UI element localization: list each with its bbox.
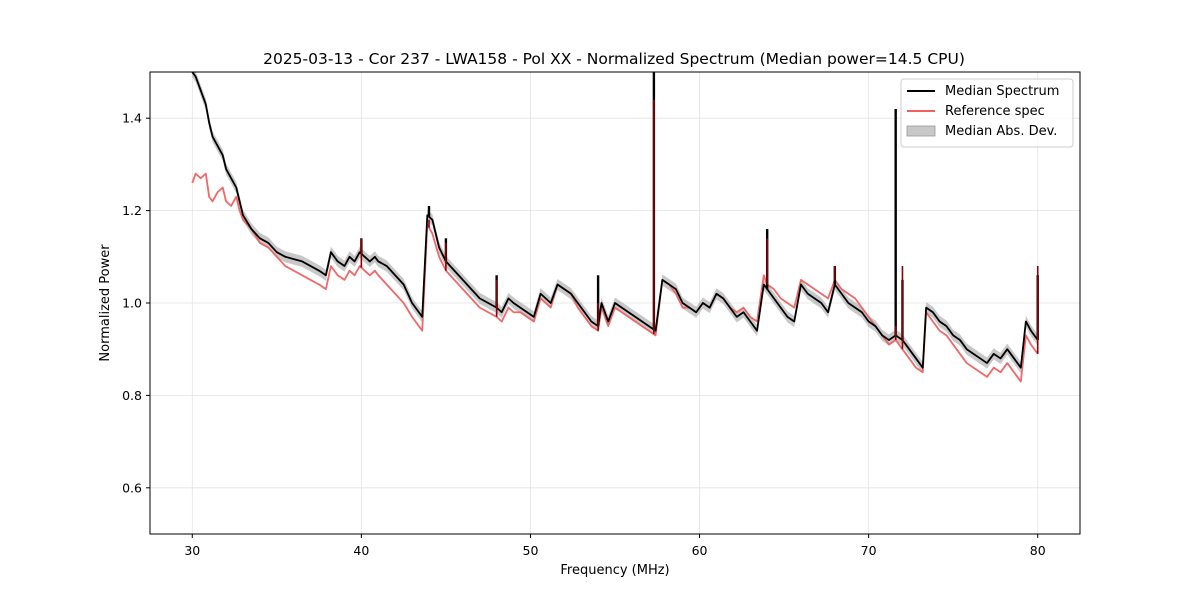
y-axis-ticks: 0.6 0.8 1.0 1.2 1.4 [122, 111, 150, 495]
legend-mad-label: Median Abs. Dev. [945, 124, 1057, 139]
y-tick-label-1: 0.8 [122, 388, 142, 403]
y-axis-label: Normalized Power [98, 244, 113, 362]
legend-median-label: Median Spectrum [945, 84, 1059, 99]
x-tick-label-2: 50 [523, 543, 539, 558]
series-layer [191, 71, 1039, 383]
legend-reference-label: Reference spec [945, 104, 1045, 119]
legend: Median Spectrum Reference spec Median Ab… [900, 78, 1074, 148]
median-spectrum-line [191, 71, 1039, 369]
x-tick-label-5: 80 [1030, 543, 1046, 558]
x-tick-label-3: 60 [692, 543, 708, 558]
legend-box [900, 78, 1074, 148]
legend-mad-swatch [906, 125, 936, 137]
x-tick-label-0: 30 [184, 543, 200, 558]
x-tick-label-4: 70 [861, 543, 877, 558]
x-axis-label: Frequency (MHz) [560, 563, 669, 578]
x-axis-ticks: 30 40 50 60 70 80 [184, 534, 1046, 558]
reference-spec-line [191, 172, 1039, 383]
chart-title: 2025-03-13 - Cor 237 - LWA158 - Pol XX -… [263, 50, 965, 68]
y-tick-label-2: 1.0 [122, 296, 142, 311]
y-tick-label-4: 1.4 [122, 111, 142, 126]
y-tick-label-0: 0.6 [122, 480, 142, 495]
x-tick-label-1: 40 [353, 543, 369, 558]
y-tick-label-3: 1.2 [122, 203, 142, 218]
